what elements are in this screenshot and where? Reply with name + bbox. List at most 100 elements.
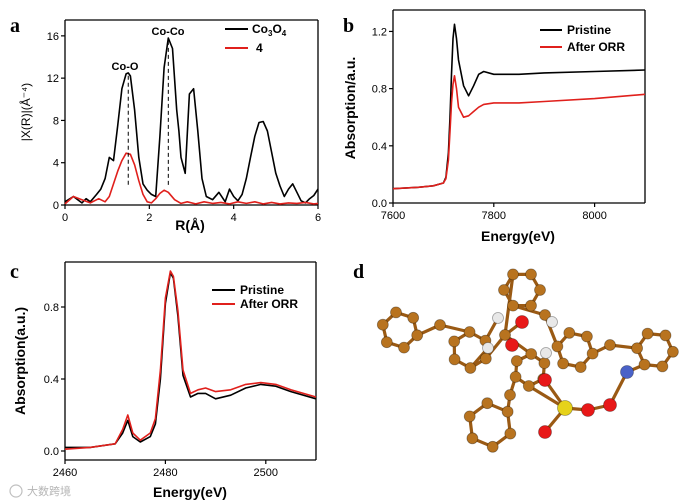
- y-tick-label: 0.4: [372, 141, 387, 153]
- carbon-atom: [667, 345, 679, 358]
- carbon-atom: [466, 432, 479, 445]
- x-axis-title: Energy(eV): [481, 228, 555, 244]
- oxygen-atom: [505, 338, 519, 352]
- annotation-co-o: Co-O: [112, 61, 139, 73]
- carbon-atom: [659, 329, 672, 342]
- y-axis-title: |X(R)|(Å⁻⁴): [18, 83, 33, 141]
- carbon-atom: [581, 330, 593, 343]
- series-line-4: [64, 152, 319, 205]
- legend-a: Co3O4 4: [225, 22, 287, 55]
- x-tick-label: 4: [231, 212, 237, 224]
- series-line-co3o4: [64, 37, 319, 204]
- carbon-atom: [631, 342, 643, 355]
- series-line-after-orr: [64, 270, 317, 450]
- carbon-atom: [656, 360, 669, 373]
- carbon-atom: [509, 370, 522, 383]
- carbon-atom: [398, 341, 410, 354]
- y-tick-label: 0: [53, 200, 59, 212]
- x-tick-label: 7800: [482, 210, 506, 222]
- watermark-text: 大数跨境: [27, 484, 71, 498]
- carbon-atom: [463, 326, 476, 338]
- legend-label-after-orr: After ORR: [240, 297, 298, 311]
- carbon-atom: [525, 348, 538, 360]
- carbon-atom: [604, 339, 616, 351]
- carbon-atom: [525, 268, 537, 281]
- panel-c: c 2460 2480 2500 0.0 0.4 0.8 Energy(eV) Absor…: [10, 261, 317, 500]
- x-tick-label: 2460: [53, 467, 77, 479]
- y-tick-label: 1.2: [372, 26, 387, 38]
- panel-label-b: b: [343, 15, 354, 37]
- x-tick-label: 2480: [153, 467, 177, 479]
- watermark-icon: [9, 484, 23, 498]
- carbon-atom: [507, 268, 519, 281]
- carbon-atom: [586, 347, 599, 360]
- carbon-atom: [504, 427, 517, 440]
- x-tick-label: 2: [146, 212, 152, 224]
- hydrogen-atom: [482, 342, 494, 354]
- legend-c: Pristine After ORR: [212, 283, 298, 311]
- x-tick-label: 8000: [582, 210, 606, 222]
- panel-a: a 0 2 4 6 0 4 8 12 16 R(Å) |X(R)|(Å⁻⁴) Co3O4 4 C…: [10, 15, 321, 233]
- x-tick-label: 2500: [254, 467, 278, 479]
- carbon-atom: [463, 410, 476, 423]
- panel-b: b 7600 7800 8000 0.0 0.4 0.8 1.2 Energy(eV) Ab…: [342, 9, 646, 244]
- y-axis-title: Absorption/a.u.: [342, 57, 358, 160]
- legend-b: Pristine After ORR: [540, 23, 625, 54]
- carbon-atom: [539, 309, 551, 321]
- carbon-atom: [448, 353, 461, 366]
- y-tick-label: 0.8: [44, 302, 59, 314]
- panel-d-molecule: d: [353, 261, 679, 453]
- x-tick-label: 6: [315, 212, 321, 224]
- carbon-atom: [501, 405, 514, 418]
- carbon-atom: [407, 311, 420, 324]
- hydrogen-atom: [546, 316, 558, 328]
- annotation-co-co: Co-Co: [152, 26, 185, 38]
- carbon-atom: [464, 362, 477, 374]
- sulfur-atom: [557, 400, 573, 416]
- watermark: 大数跨境: [9, 484, 71, 498]
- carbon-atom: [390, 306, 402, 319]
- carbon-atom: [434, 319, 446, 331]
- carbon-atom: [563, 326, 576, 339]
- carbon-atom: [411, 329, 424, 342]
- panel-label-a: a: [10, 15, 20, 37]
- x-axis-title: R(Å): [175, 217, 205, 233]
- y-tick-label: 0.0: [372, 198, 387, 210]
- carbon-atom: [504, 389, 516, 401]
- legend-label-pristine: Pristine: [567, 23, 611, 37]
- y-tick-label: 0.4: [44, 374, 59, 386]
- carbon-atom: [481, 397, 494, 410]
- carbon-atom: [498, 284, 510, 296]
- carbon-atom: [510, 355, 523, 367]
- y-tick-label: 4: [53, 158, 59, 170]
- legend-label-pristine: Pristine: [240, 283, 284, 297]
- carbon-atom: [380, 336, 393, 349]
- carbon-atom: [499, 329, 511, 341]
- carbon-atom: [574, 361, 587, 374]
- y-tick-label: 8: [53, 115, 59, 127]
- nitrogen-atom: [620, 365, 634, 379]
- series-line-after-orr: [392, 75, 646, 190]
- carbon-atom: [376, 318, 389, 331]
- carbon-atom: [557, 357, 569, 370]
- molecule-bonds: [381, 272, 675, 449]
- y-axis-title: Absorption(a.u.): [12, 307, 28, 415]
- oxygen-atom: [515, 315, 529, 329]
- legend-label-after-orr: After ORR: [567, 40, 625, 54]
- carbon-atom: [525, 299, 537, 312]
- hydrogen-atom: [492, 312, 504, 324]
- carbon-atom: [538, 357, 551, 370]
- x-tick-label: 7600: [381, 210, 405, 222]
- oxygen-atom: [538, 373, 552, 387]
- carbon-atom: [534, 284, 546, 296]
- oxygen-atom: [538, 425, 552, 439]
- legend-label-co3o4: Co3O4: [252, 22, 287, 38]
- y-tick-label: 0.8: [372, 84, 387, 96]
- molecule-atoms: [376, 268, 679, 453]
- y-tick-label: 12: [47, 73, 59, 85]
- panel-label-d: d: [353, 261, 364, 283]
- carbon-atom: [522, 380, 535, 392]
- panel-label-c: c: [10, 261, 19, 283]
- y-tick-label: 16: [47, 31, 59, 43]
